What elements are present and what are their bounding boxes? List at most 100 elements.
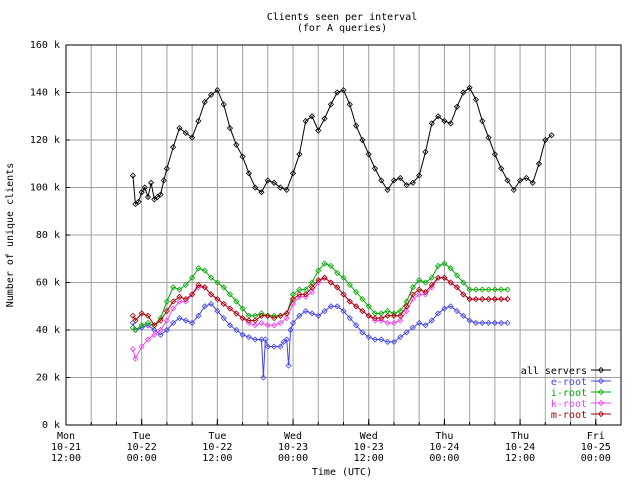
legend-label: k-root [551,399,587,410]
data-point [340,274,347,281]
data-point [327,101,334,108]
data-point [271,322,278,329]
data-point [239,331,246,338]
data-point [262,336,269,343]
data-point [302,307,309,315]
y-tick-label: 120 k [30,135,60,146]
data-point [182,298,189,305]
data-point [189,319,196,326]
series-e-root [129,300,511,381]
data-point [523,174,530,182]
data-point [416,319,423,326]
y-axis-label: Number of unique clients [5,163,16,308]
data-point [144,193,152,201]
x-tick-label: 12:00 [51,453,81,464]
data-point [460,89,467,96]
data-point [378,315,385,322]
series-line [132,277,508,360]
data-point [176,286,183,293]
x-tick-label: 10-22 [127,442,157,453]
data-point [315,277,322,284]
data-point [321,274,328,281]
data-point [201,284,208,291]
data-point [214,296,221,303]
legend-item: e-root [551,377,611,388]
data-point [447,303,454,310]
data-point [132,317,139,324]
series-all-servers [129,84,555,208]
data-point [264,322,271,329]
data-point [201,267,208,274]
data-point [277,343,284,350]
data-point [201,98,208,106]
data-point [498,165,505,172]
data-point [491,151,498,158]
data-point [208,291,215,298]
data-point [233,310,240,317]
data-point [129,312,136,319]
data-point [151,322,158,329]
chart-subtitle: (for A queries) [297,23,387,34]
data-point [208,300,215,307]
data-point [277,312,284,319]
data-point [239,305,246,312]
data-point [308,288,316,296]
data-point [422,288,429,296]
data-point [176,125,183,132]
data-point [403,329,410,336]
x-tick-label: 00:00 [127,453,157,464]
data-point [132,326,139,334]
x-tick-label: Wed [360,431,378,442]
grid [66,44,621,426]
data-point [428,274,435,281]
data-point [182,281,189,288]
data-point [384,319,391,326]
data-point [390,338,398,345]
data-point [422,148,429,155]
data-point [542,136,549,144]
data-point [245,170,252,177]
x-tick-label: Wed [284,431,302,442]
data-point [220,284,227,291]
data-point [359,136,366,144]
data-point [315,267,322,274]
legend-label: i-root [551,388,587,399]
data-point [435,274,442,281]
data-point [289,319,297,326]
legend-label: all servers [521,366,587,377]
x-axis-label: Time (UTC) [312,467,372,478]
chart-title: Clients seen per interval [267,12,418,23]
data-point [141,184,148,191]
data-point [365,151,372,158]
data-point [359,296,366,303]
data-point [258,189,265,196]
y-tick-label: 100 k [30,183,60,194]
data-point [416,291,423,298]
data-point [428,281,435,288]
data-point [327,279,334,286]
legend-marker [597,399,605,407]
x-tick-label: 00:00 [429,453,459,464]
data-point [195,312,202,319]
data-point [220,315,227,322]
legend-item: m-root [551,410,611,421]
data-point [365,334,372,341]
data-point [277,184,284,191]
data-point [195,265,202,272]
data-point [138,322,145,329]
data-point [491,296,498,303]
x-tick-label: Mon [57,431,75,442]
data-point [485,286,492,293]
data-point [327,303,334,310]
data-point [472,96,479,103]
data-point [220,101,227,108]
y-tick-label: 140 k [30,88,60,99]
data-point [163,165,170,172]
data-point [163,298,170,305]
data-point [472,286,479,293]
data-point [447,279,454,286]
data-point [535,160,543,167]
data-point [233,298,240,305]
x-tick-label: 12:00 [354,453,384,464]
